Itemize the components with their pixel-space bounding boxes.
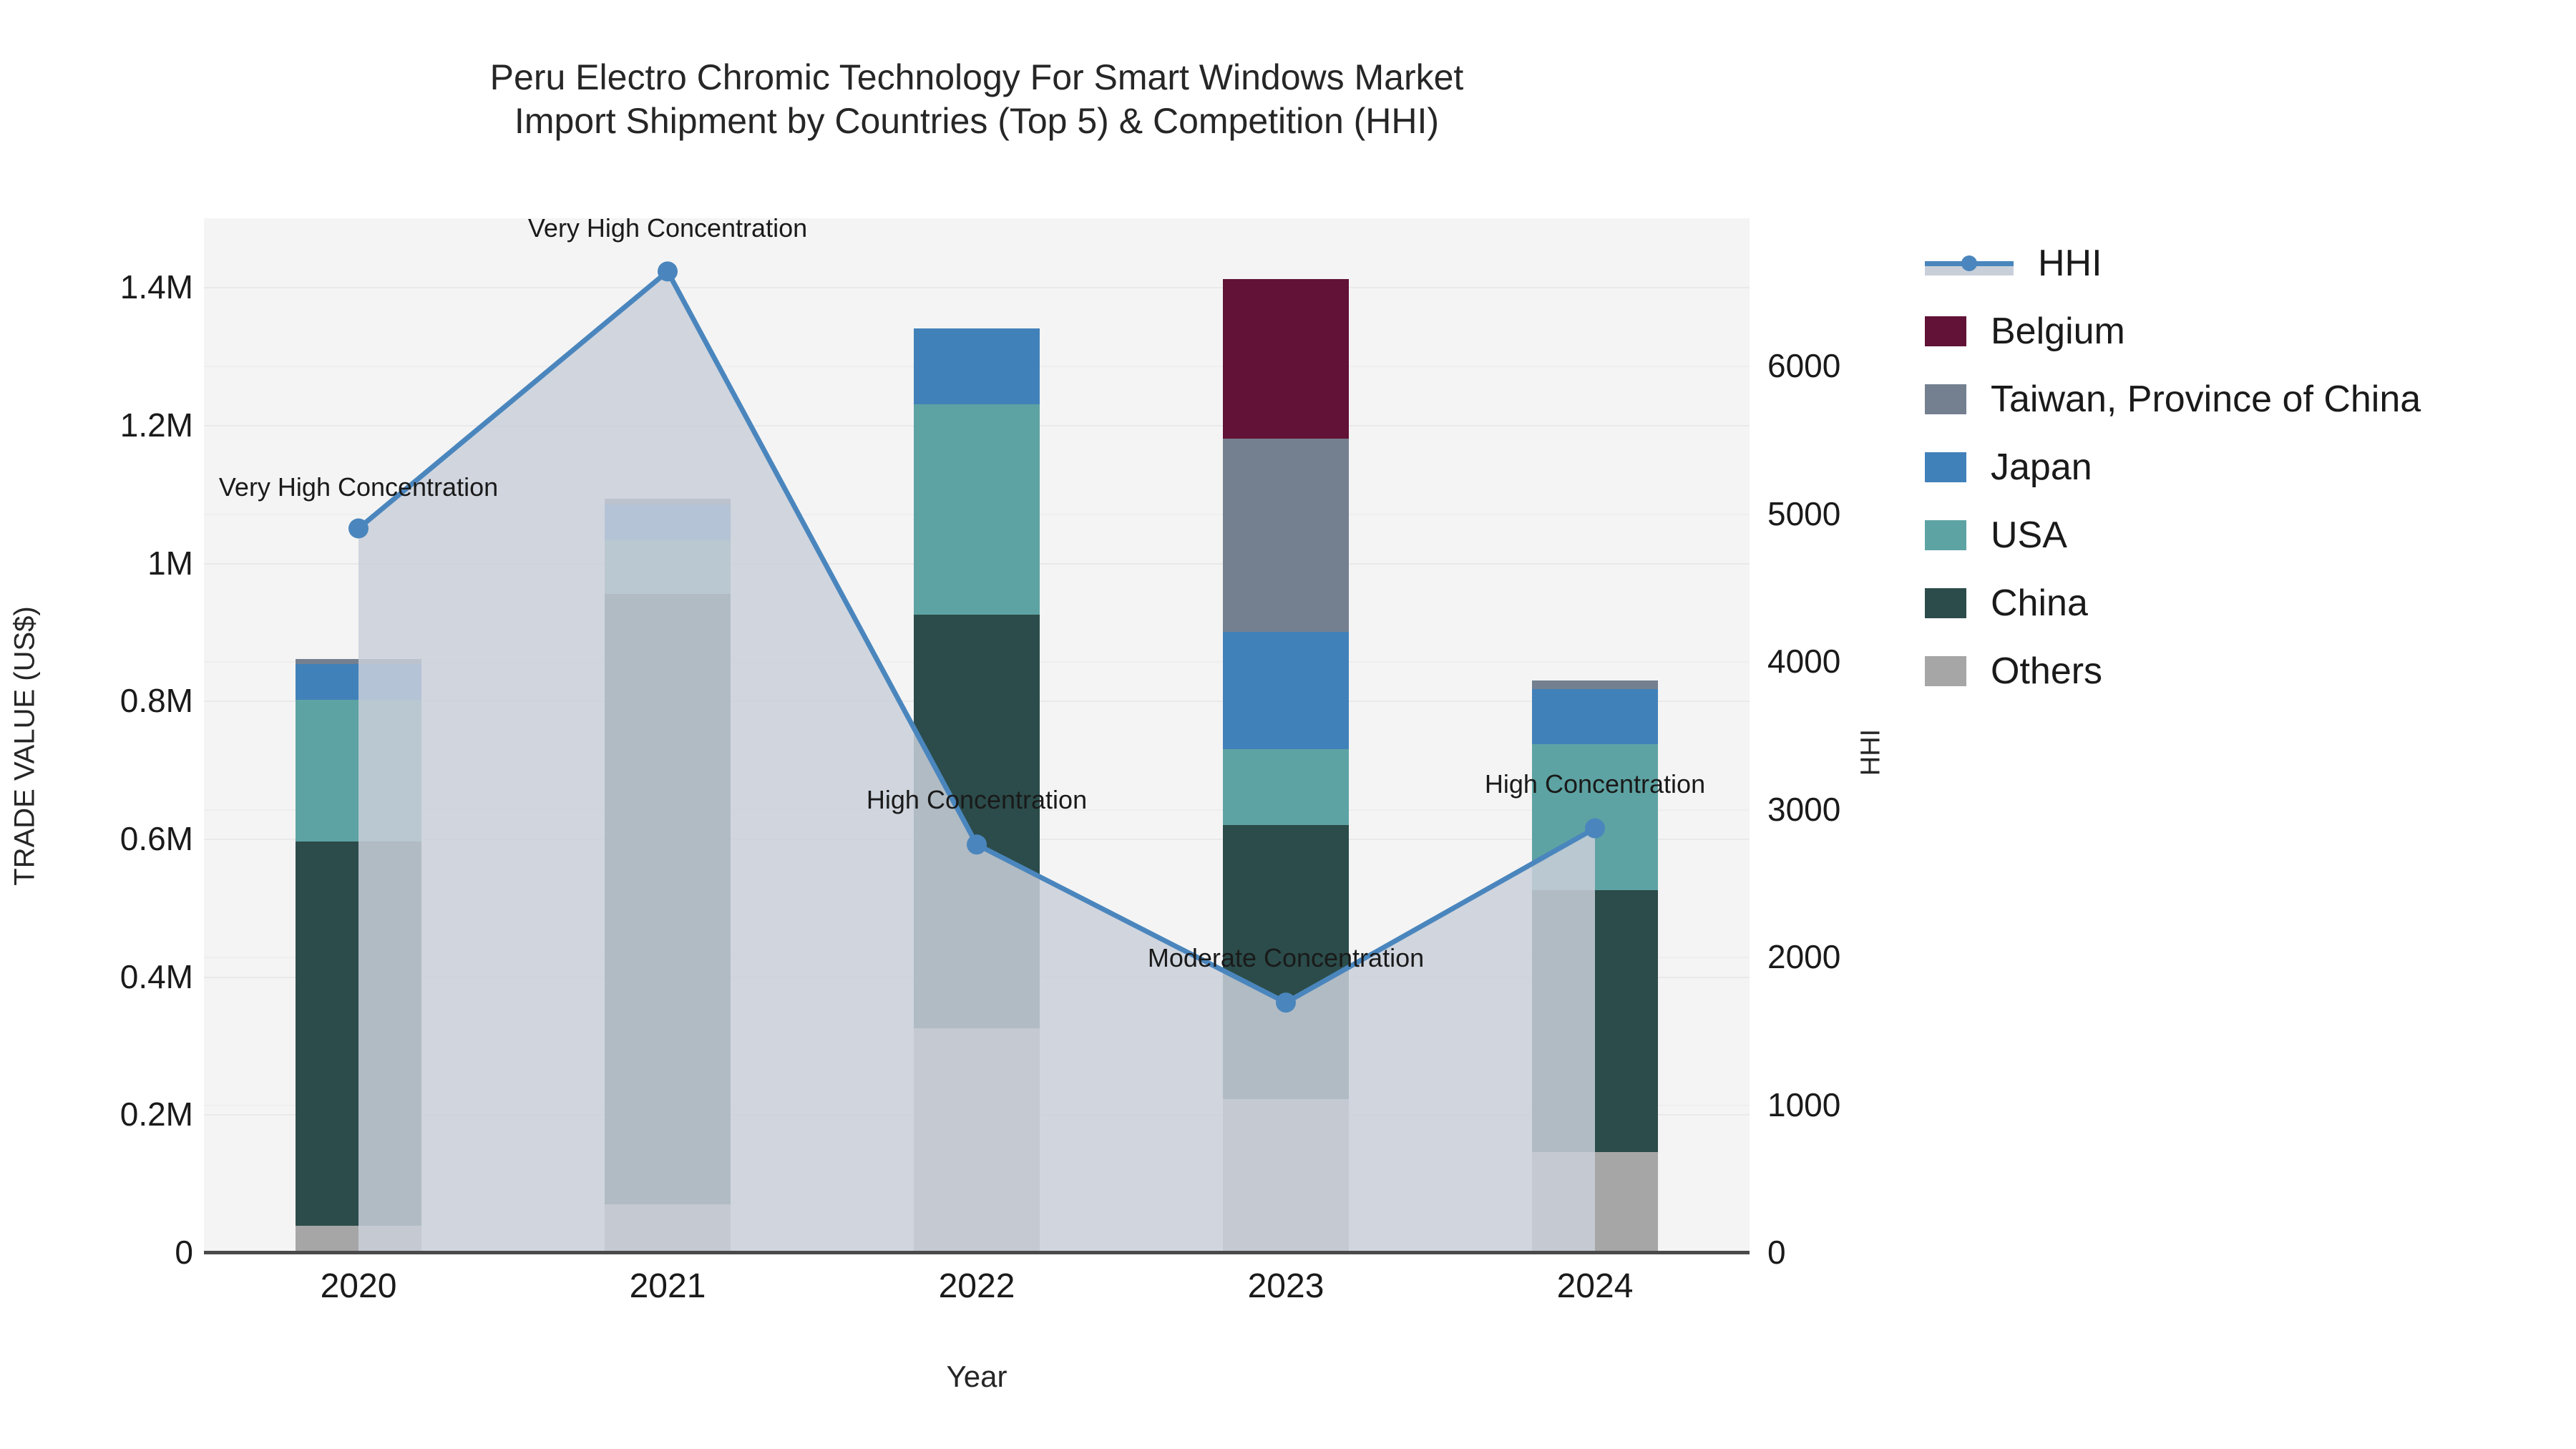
bar-segment[interactable] (1223, 439, 1349, 632)
legend-item[interactable]: HHI (1925, 229, 2555, 297)
legend: HHI Belgium Taiwan, Province of China Japan… (1925, 229, 2555, 705)
y-axis-right-tick-label: 6000 (1767, 347, 1841, 385)
x-axis-line (204, 1251, 1750, 1254)
y-axis-left-tick-label: 0.6M (119, 820, 193, 857)
y-axis-right-title: HHI (1855, 728, 1886, 776)
legend-color-swatch (1925, 384, 1966, 414)
y-axis-left-tick-label: 1.4M (119, 268, 193, 306)
chart-title-line-2: Import Shipment by Countries (Top 5) & C… (514, 101, 1440, 141)
y-axis-left-tick-label: 1M (147, 544, 193, 582)
legend-item-label: HHI (2038, 242, 2102, 284)
legend-color-swatch (1925, 587, 1966, 618)
bar-segment[interactable] (1223, 748, 1349, 825)
x-axis-tick-label: 2021 (629, 1267, 706, 1305)
legend-item[interactable]: China (1925, 569, 2555, 637)
x-axis-tick-label: 2023 (1247, 1267, 1324, 1305)
y-axis-left-tick-label: 0 (175, 1234, 193, 1271)
y-axis-right-tick-label: 4000 (1767, 643, 1841, 680)
legend-item-label: USA (1991, 514, 2067, 556)
gridline (204, 287, 1750, 289)
legend-color-swatch (1925, 316, 1966, 346)
hhi-annotation-label: Very High Concentration (527, 213, 808, 243)
hhi-data-point[interactable] (658, 261, 678, 282)
y-axis-left-tick-label: 1.2M (119, 406, 193, 444)
bar-segment[interactable] (1532, 680, 1658, 689)
bar-segment[interactable] (1223, 278, 1349, 439)
hhi-data-point[interactable] (1585, 818, 1605, 839)
legend-item[interactable]: USA (1925, 501, 2555, 569)
bar-segment[interactable] (914, 328, 1040, 405)
bar-segment[interactable] (1223, 632, 1349, 749)
legend-item[interactable]: Taiwan, Province of China (1925, 365, 2555, 433)
hhi-annotation-label: High Concentration (866, 785, 1088, 815)
bar-segment[interactable] (1532, 688, 1658, 745)
hhi-series (348, 261, 1605, 1252)
legend-item-label: Japan (1991, 446, 2092, 488)
legend-item[interactable]: Others (1925, 637, 2555, 705)
y-axis-right-tick-label: 0 (1767, 1234, 1786, 1271)
y-axis-right-tick-label: 1000 (1767, 1085, 1841, 1123)
hhi-data-point[interactable] (1276, 992, 1296, 1013)
y-axis-left-tick-label: 0.4M (119, 957, 193, 995)
x-axis-tick-label: 2020 (320, 1267, 397, 1305)
legend-color-swatch (1925, 519, 1966, 550)
hhi-annotation-label: High Concentration (1484, 769, 1706, 799)
chart-title-line-1: Peru Electro Chromic Technology For Smar… (489, 57, 1464, 97)
hhi-data-point[interactable] (348, 518, 369, 539)
y-axis-right-tick-label: 2000 (1767, 938, 1841, 976)
plot-area (204, 218, 1750, 1252)
legend-color-swatch (1925, 655, 1966, 686)
chart-title: Peru Electro Chromic Technology For Smar… (0, 56, 1953, 143)
hhi-annotation-label: Very High Concentration (218, 472, 499, 502)
x-axis-tick-label: 2024 (1556, 1267, 1634, 1305)
hhi-area-fill (358, 271, 1595, 1252)
y-axis-left-title: TRADE VALUE (US$) (9, 606, 41, 886)
legend-item-label: Taiwan, Province of China (1991, 378, 2421, 420)
legend-item[interactable]: Belgium (1925, 297, 2555, 365)
legend-item-label: Belgium (1991, 310, 2125, 352)
bar-segment[interactable] (914, 404, 1040, 615)
y-axis-right-tick-label: 3000 (1767, 790, 1841, 828)
y-axis-right-tick-label: 5000 (1767, 494, 1841, 532)
y-axis-left-tick-label: 0.8M (119, 682, 193, 720)
x-axis-title: Year (946, 1360, 1008, 1393)
legend-item-label: China (1991, 582, 2088, 624)
hhi-data-point[interactable] (967, 834, 987, 855)
legend-line-marker (1925, 248, 2014, 278)
legend-item-label: Others (1991, 650, 2103, 692)
x-axis-tick-label: 2022 (938, 1267, 1015, 1305)
y-axis-left-tick-label: 0.2M (119, 1096, 193, 1133)
legend-item[interactable]: Japan (1925, 433, 2555, 501)
hhi-annotation-label: Moderate Concentration (1147, 943, 1425, 973)
legend-color-swatch (1925, 452, 1966, 482)
